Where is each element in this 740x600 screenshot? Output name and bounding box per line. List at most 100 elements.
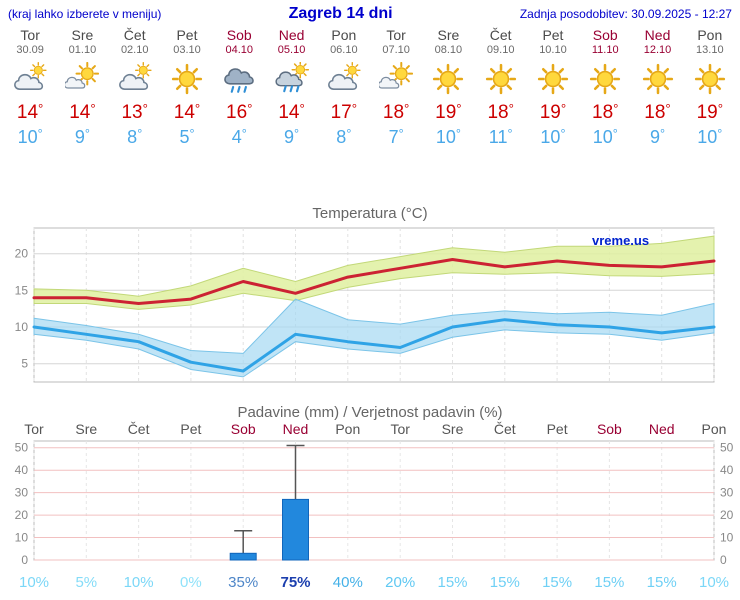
day-column-13-ned[interactable]: Ned 12.10 18° 9°	[631, 27, 683, 151]
max-temperature: 14°	[16, 101, 44, 123]
min-temperature: 10°	[592, 127, 618, 147]
sunny-icon	[475, 59, 527, 99]
precip-probability: 40%	[333, 574, 363, 591]
precip-y-tick-left: 40	[15, 463, 29, 477]
degree-sign: °	[194, 101, 201, 116]
day-name: Pet	[542, 27, 564, 43]
precip-day-label: Čet	[128, 421, 150, 437]
precip-day-label: Pon	[335, 421, 360, 437]
day-name: Pon	[331, 27, 357, 43]
degree-sign: °	[398, 127, 404, 141]
precipitation-chart: Tor Sre Čet Pet Sob Ned Pon Tor Sre Čet Pet Sob Ned P…	[15, 421, 734, 591]
day-column-8-tor[interactable]: Tor 07.10 18° 7°	[370, 27, 422, 151]
min-temperature: 5°	[179, 127, 195, 147]
day-column-9-sre[interactable]: Sre 08.10 19° 10°	[422, 27, 474, 151]
mostly-cloudy-icon	[318, 59, 370, 99]
max-temperature: 19°	[696, 101, 724, 123]
mostly-cloudy-icon	[109, 59, 161, 99]
min-temperature: 10°	[697, 127, 723, 147]
degree-sign: °	[613, 101, 619, 116]
min-temperature: 11°	[488, 127, 513, 147]
precip-plot-area	[33, 440, 715, 561]
precip-y-tick-left: 20	[15, 508, 29, 522]
day-column-6-ned[interactable]: Ned 05.10 14° 9°	[265, 27, 317, 151]
precip-probability: 15%	[490, 574, 520, 591]
precip-y-tick-right: 0	[720, 553, 727, 567]
precip-day-label: Sre	[442, 421, 464, 437]
day-column-2-sre[interactable]: Sre 01.10 14° 9°	[56, 27, 108, 151]
day-column-4-pet[interactable]: Pet 03.10 14° 5°	[161, 27, 213, 151]
day-column-5-sob[interactable]: Sob 04.10 16° 4°	[213, 27, 265, 151]
precip-bar	[229, 552, 257, 561]
day-column-7-pon[interactable]: Pon 06.10 17° 8°	[318, 27, 370, 151]
precip-y-tick-left: 10	[15, 531, 29, 545]
min-temperature: 10°	[540, 127, 566, 147]
day-name: Pon	[697, 27, 723, 43]
max-temperature: 16°	[226, 101, 253, 123]
sunny-icon	[422, 59, 474, 99]
degree-sign: °	[612, 127, 618, 141]
partly-sunny-icon	[56, 59, 108, 99]
temp-y-tick: 10	[15, 320, 29, 334]
degree-sign: °	[137, 127, 143, 141]
day-date: 10.10	[539, 44, 567, 56]
degree-sign: °	[37, 127, 43, 141]
min-temperature: 9°	[649, 127, 666, 147]
degree-sign: °	[717, 127, 723, 141]
day-column-12-sob[interactable]: Sob 11.10 18° 10°	[579, 27, 631, 151]
sunny-icon	[631, 59, 683, 99]
menu-hint: (kraj lahko izberete v meniju)	[8, 7, 162, 21]
min-temperature: 9°	[284, 127, 300, 147]
max-temperature: 14°	[69, 101, 96, 123]
day-date: 03.10	[173, 44, 201, 56]
precip-day-label: Tor	[390, 421, 410, 437]
precip-day-label: Pet	[547, 421, 568, 437]
max-temperature: 18°	[644, 101, 671, 123]
precip-y-tick-right: 50	[720, 441, 734, 455]
day-name: Sre	[437, 27, 460, 43]
max-temperature: 18°	[592, 101, 619, 123]
precip-y-tick-left: 30	[15, 486, 29, 500]
precip-probability: 35%	[228, 574, 258, 591]
precip-day-label: Ned	[283, 421, 309, 437]
max-temperature: 14°	[173, 101, 201, 123]
day-date: 06.10	[330, 44, 358, 56]
rain-icon	[213, 59, 265, 99]
degree-sign: °	[717, 101, 724, 116]
max-temperature: 19°	[539, 101, 567, 123]
day-name: Sre	[71, 27, 94, 43]
day-name: Tor	[20, 27, 40, 43]
day-column-1-tor[interactable]: Tor 30.09 14° 10°	[4, 27, 56, 151]
degree-sign: °	[142, 101, 148, 116]
degree-sign: °	[189, 127, 195, 141]
degree-sign: °	[508, 101, 514, 116]
sunny-icon	[579, 59, 631, 99]
day-column-11-pet[interactable]: Pet 10.10 19° 10°	[527, 27, 579, 151]
day-column-3-čet[interactable]: Čet 02.10 13° 8°	[109, 27, 161, 151]
precip-y-tick-right: 40	[720, 463, 734, 477]
precip-probability: 75%	[280, 574, 310, 591]
day-name: Sob	[592, 27, 618, 43]
precip-y-tick-right: 20	[720, 508, 734, 522]
degree-sign: °	[560, 127, 566, 141]
degree-sign: °	[247, 101, 253, 116]
day-date: 12.10	[643, 44, 672, 56]
day-column-10-čet[interactable]: Čet 09.10 18° 11°	[475, 27, 527, 151]
precip-y-tick-left: 50	[15, 441, 29, 455]
precip-probability: 10%	[19, 574, 49, 591]
degree-sign: °	[507, 127, 513, 141]
min-temperature: 10°	[435, 127, 461, 147]
degree-sign: °	[560, 101, 567, 116]
precipitation-chart-title: Padavine (mm) / Verjetnost padavin (%)	[237, 404, 503, 421]
degree-sign: °	[299, 101, 305, 116]
day-column-14-pon[interactable]: Pon 13.10 19° 10°	[684, 27, 736, 151]
day-date: 07.10	[382, 44, 410, 56]
day-name: Čet	[123, 27, 146, 43]
precip-day-label: Sob	[597, 421, 622, 437]
max-temperature: 19°	[435, 101, 462, 123]
day-date: 11.10	[591, 44, 619, 56]
precip-day-label: Ned	[649, 421, 675, 437]
temperature-chart: 5 10 15 20 vreme.us	[15, 227, 716, 383]
last-updated: Zadnja posodobitev: 30.09.2025 - 12:27	[519, 7, 732, 21]
degree-sign: °	[294, 127, 300, 141]
